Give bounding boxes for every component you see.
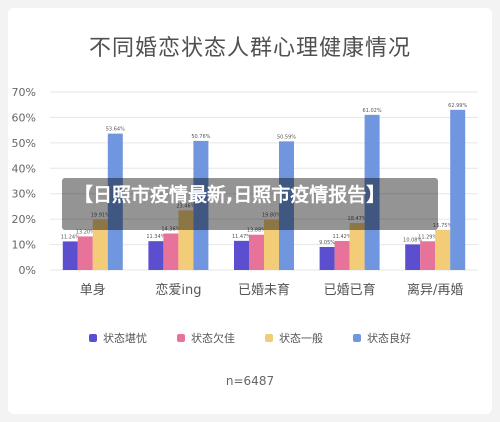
data-label: 11.34% <box>146 234 165 240</box>
legend-item-2: 状态欠佳 <box>177 330 235 346</box>
x-tick-label: 离异/再婚 <box>407 282 463 298</box>
y-tick-label: 0% <box>19 264 36 277</box>
bar <box>420 241 436 270</box>
bar <box>178 210 194 270</box>
sample-size-note: n=6487 <box>225 374 275 388</box>
legend-label-4: 状态良好 <box>367 332 411 345</box>
bar <box>334 240 350 270</box>
y-tick-label: 10% <box>12 239 36 252</box>
legend-item-3: 状态一般 <box>265 330 323 346</box>
data-label: 62.99% <box>448 103 467 109</box>
overlay-banner <box>62 178 438 230</box>
x-tick-label: 单身 <box>80 282 106 298</box>
bar <box>92 219 108 270</box>
data-label: 13.88% <box>247 228 266 234</box>
y-tick-label: 20% <box>12 213 36 226</box>
data-label: 13.20% <box>76 229 95 235</box>
legend-item-4: 状态良好 <box>353 330 411 346</box>
x-tick-label: 已婚未育 <box>238 282 290 298</box>
data-label: 9.05% <box>319 240 335 246</box>
data-label: 19.91% <box>91 212 110 218</box>
data-label: 11.29% <box>418 234 437 240</box>
bar <box>107 133 123 270</box>
bar <box>148 241 164 270</box>
legend-swatch-1 <box>89 334 97 342</box>
bar <box>264 219 279 270</box>
bar <box>234 240 249 270</box>
bar <box>349 223 365 270</box>
x-tick-label: 已婚已育 <box>324 282 376 298</box>
bar <box>405 244 421 270</box>
chart-title: 不同婚恋状态人群心理健康情况 <box>88 36 411 61</box>
data-label: 11.24% <box>61 234 80 240</box>
data-label: 19.80% <box>262 213 281 219</box>
y-tick-label: 60% <box>12 111 36 124</box>
data-label: 11.42% <box>333 234 352 240</box>
legend-label-2: 状态欠佳 <box>191 332 235 345</box>
legend-label-1: 状态堪忧 <box>103 332 147 345</box>
legend-label-3: 状态一般 <box>279 332 323 345</box>
chart-legend: 状态堪忧 状态欠佳 状态一般 状态良好 <box>0 330 500 346</box>
legend-swatch-2 <box>177 334 185 342</box>
bar <box>279 141 294 270</box>
data-label: 14.36% <box>161 226 180 232</box>
y-tick-label: 40% <box>12 162 36 175</box>
bar <box>62 241 78 270</box>
y-tick-label: 70% <box>12 86 36 99</box>
bar <box>435 229 451 270</box>
data-label: 23.46% <box>176 203 195 209</box>
bar <box>193 140 209 270</box>
legend-item-1: 状态堪忧 <box>89 330 147 346</box>
legend-swatch-4 <box>353 334 361 342</box>
data-label: 50.76% <box>191 134 210 140</box>
x-tick-label: 恋爱ing <box>155 282 201 298</box>
overlay-banner-text: 【日照市疫情最新,日照市疫情报告】 <box>74 184 386 206</box>
data-label: 50.59% <box>277 134 296 140</box>
bar <box>319 246 335 270</box>
legend-swatch-3 <box>265 334 273 342</box>
bar <box>163 233 179 270</box>
data-label: 61.02% <box>363 108 382 114</box>
data-label: 10.08% <box>403 237 422 243</box>
bar-chart: 0% 10% 20% 30% 40% 50% 60% 70% 11.24%13.20% 19.91… <box>12 86 478 298</box>
bar <box>364 114 380 270</box>
bar <box>450 109 466 270</box>
y-tick-label: 30% <box>12 188 36 201</box>
chart-card <box>8 8 492 414</box>
bar <box>77 236 93 270</box>
y-tick-label: 50% <box>12 137 36 150</box>
data-label: 15.75% <box>433 223 452 229</box>
data-label: 53.64% <box>106 127 125 133</box>
data-label: 11.47% <box>232 234 251 240</box>
bar <box>249 234 264 270</box>
data-label: 18.47% <box>348 216 367 222</box>
